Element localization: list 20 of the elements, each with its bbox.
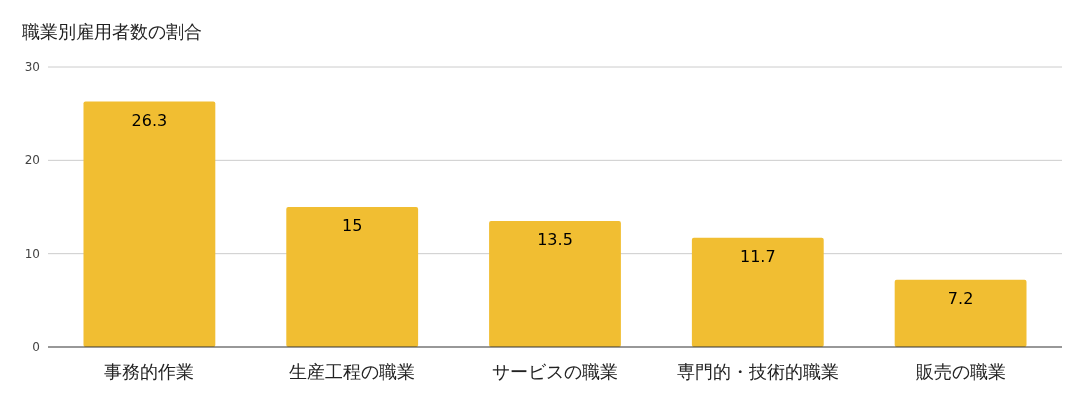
data-label: 7.2 xyxy=(947,288,974,308)
y-tick-label: 10 xyxy=(24,246,40,261)
data-label: 13.5 xyxy=(537,230,573,249)
y-tick-label: 20 xyxy=(24,153,40,168)
bar xyxy=(83,101,216,347)
bar xyxy=(286,207,419,347)
bar xyxy=(691,237,824,347)
chart-title: 職業別雇用者数の割合 xyxy=(22,21,202,42)
x-tick-label: 生産工程の職業 xyxy=(289,361,416,382)
x-tick-label: 販売の職業 xyxy=(915,361,1006,382)
x-tick-label: 事務的作業 xyxy=(104,361,195,382)
y-tick-label: 30 xyxy=(24,60,40,74)
data-label: 15 xyxy=(342,216,363,235)
data-label: 26.3 xyxy=(131,110,168,130)
bar xyxy=(489,221,621,347)
bar xyxy=(894,279,1027,347)
y-tick-label: 0 xyxy=(32,340,40,354)
data-label: 11.7 xyxy=(739,246,776,266)
x-tick-label: サービスの職業 xyxy=(492,361,618,382)
x-tick-label: 専門的・技術的職業 xyxy=(676,361,839,382)
